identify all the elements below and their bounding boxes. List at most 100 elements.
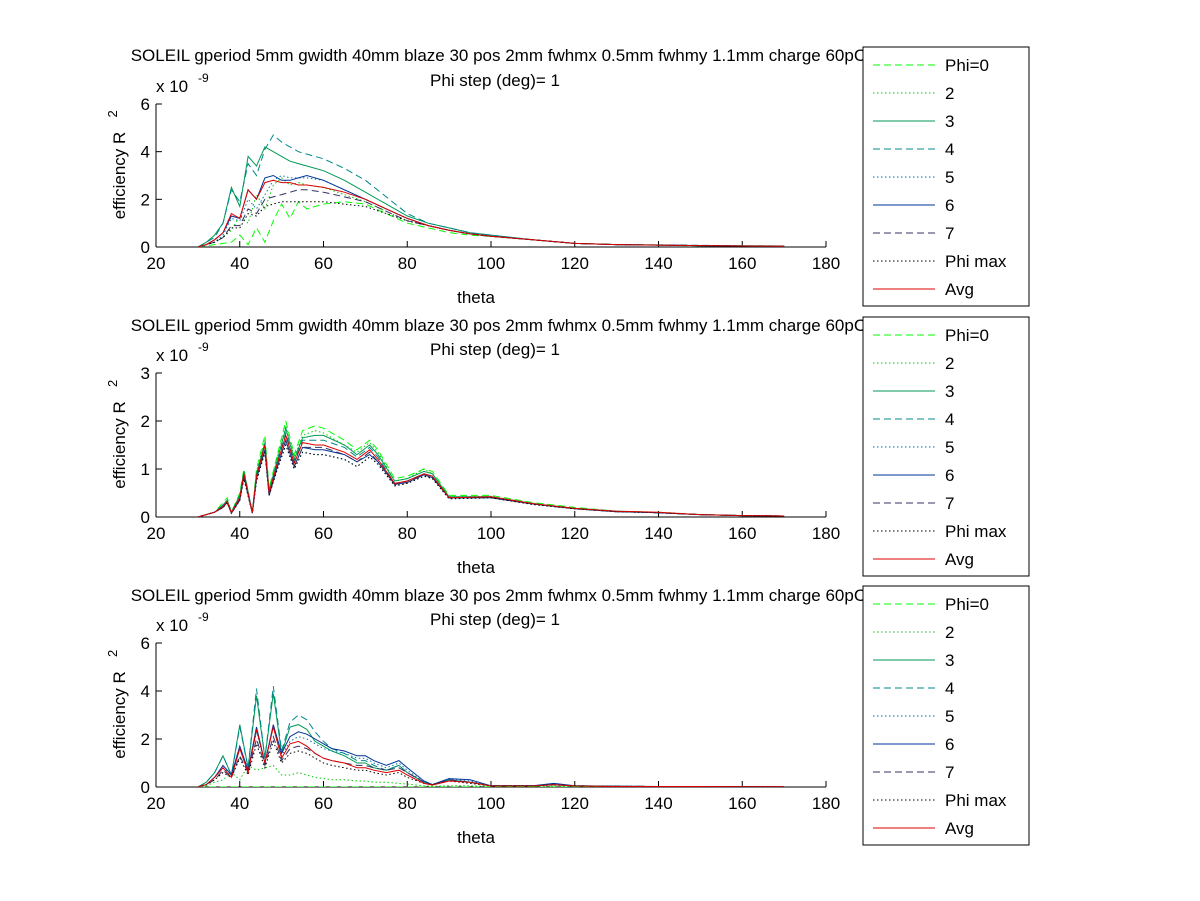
legend-label: 5 bbox=[945, 707, 954, 726]
y-tick-label: 4 bbox=[141, 143, 150, 162]
legend: Phi=0 2 3 4 5 6 7 Phi max Avg bbox=[862, 585, 1030, 846]
x-tick-label: 120 bbox=[561, 524, 589, 543]
y-exponent-power: -9 bbox=[198, 610, 209, 624]
legend-box bbox=[862, 585, 1030, 846]
y-exponent-base: x 10 bbox=[156, 616, 188, 635]
y-tick-label: 6 bbox=[141, 95, 150, 114]
chart-subtitle: Phi step (deg)= 1 bbox=[430, 340, 560, 359]
x-tick-label: 40 bbox=[230, 254, 249, 273]
chart-panel-1: SOLEIL gperiod 5mm gwidth 40mm blaze 30 … bbox=[105, 46, 1030, 307]
series-group bbox=[197, 134, 785, 247]
legend: Phi=0 2 3 4 5 6 7 Phi max Avg bbox=[862, 46, 1030, 307]
legend-label: 7 bbox=[945, 763, 954, 782]
y-axis-label-superscript: 2 bbox=[105, 380, 120, 387]
x-tick-label: 100 bbox=[477, 524, 505, 543]
series-line-6 bbox=[197, 438, 785, 517]
legend-label: Phi=0 bbox=[945, 326, 989, 345]
chart-subtitle: Phi step (deg)= 1 bbox=[430, 610, 560, 629]
series-line-4 bbox=[197, 686, 785, 787]
x-tick-label: 100 bbox=[477, 794, 505, 813]
x-tick-label: 60 bbox=[314, 254, 333, 273]
y-axis-label-superscript: 2 bbox=[105, 110, 120, 117]
x-tick-label: 80 bbox=[398, 794, 417, 813]
legend-label: 6 bbox=[945, 196, 954, 215]
chart-title: SOLEIL gperiod 5mm gwidth 40mm blaze 30 … bbox=[131, 586, 950, 605]
y-tick-label: 0 bbox=[141, 778, 150, 797]
x-tick-label: 80 bbox=[398, 524, 417, 543]
series-line-3 bbox=[197, 146, 785, 247]
x-tick-label: 20 bbox=[147, 794, 166, 813]
x-tick-label: 160 bbox=[728, 254, 756, 273]
x-tick-label: 180 bbox=[812, 254, 840, 273]
series-line-phi-max bbox=[197, 739, 785, 787]
y-axis-label: efficiency R bbox=[110, 401, 129, 489]
y-tick-label: 2 bbox=[141, 190, 150, 209]
legend-label: 4 bbox=[945, 679, 954, 698]
series-line-phi-max bbox=[197, 443, 785, 517]
y-axis-label: efficiency R bbox=[110, 671, 129, 759]
x-tick-label: 160 bbox=[728, 524, 756, 543]
legend-box bbox=[862, 316, 1030, 577]
y-tick-label: 0 bbox=[141, 508, 150, 527]
series-line-5 bbox=[197, 443, 785, 517]
legend-label: 3 bbox=[945, 112, 954, 131]
x-tick-label: 140 bbox=[644, 524, 672, 543]
legend-label: Avg bbox=[945, 819, 974, 838]
legend-label: Avg bbox=[945, 550, 974, 569]
chart-panel-3: SOLEIL gperiod 5mm gwidth 40mm blaze 30 … bbox=[105, 585, 1030, 847]
legend-label: 2 bbox=[945, 623, 954, 642]
y-tick-label: 2 bbox=[141, 730, 150, 749]
chart-panel-2: SOLEIL gperiod 5mm gwidth 40mm blaze 30 … bbox=[105, 316, 1030, 577]
x-tick-label: 180 bbox=[812, 794, 840, 813]
x-tick-label: 60 bbox=[314, 794, 333, 813]
x-tick-label: 80 bbox=[398, 254, 417, 273]
legend-label: 6 bbox=[945, 735, 954, 754]
legend-label: 5 bbox=[945, 438, 954, 457]
legend-label: 7 bbox=[945, 224, 954, 243]
legend-label: 3 bbox=[945, 382, 954, 401]
chart-title: SOLEIL gperiod 5mm gwidth 40mm blaze 30 … bbox=[131, 316, 950, 335]
y-tick-label: 2 bbox=[141, 412, 150, 431]
y-exponent-power: -9 bbox=[198, 71, 209, 85]
series-line-7 bbox=[197, 438, 785, 517]
legend-label: 3 bbox=[945, 651, 954, 670]
x-tick-label: 120 bbox=[561, 254, 589, 273]
legend-label: Phi=0 bbox=[945, 56, 989, 75]
x-tick-label: 60 bbox=[314, 524, 333, 543]
x-tick-label: 20 bbox=[147, 524, 166, 543]
series-line-7 bbox=[197, 189, 785, 247]
legend-label: Phi=0 bbox=[945, 595, 989, 614]
y-exponent-base: x 10 bbox=[156, 77, 188, 96]
legend-label: Avg bbox=[945, 280, 974, 299]
legend-label: Phi max bbox=[945, 252, 1007, 271]
x-tick-label: 100 bbox=[477, 254, 505, 273]
x-axis-label: theta bbox=[457, 558, 495, 577]
x-tick-label: 20 bbox=[147, 254, 166, 273]
x-tick-label: 120 bbox=[561, 794, 589, 813]
series-line-avg bbox=[197, 179, 785, 247]
x-tick-label: 180 bbox=[812, 524, 840, 543]
x-axis-label: theta bbox=[457, 828, 495, 847]
legend-label: 4 bbox=[945, 140, 954, 159]
series-line-4 bbox=[197, 134, 785, 247]
y-tick-label: 0 bbox=[141, 238, 150, 257]
x-tick-label: 140 bbox=[644, 254, 672, 273]
chart-title: SOLEIL gperiod 5mm gwidth 40mm blaze 30 … bbox=[131, 46, 950, 65]
legend-label: Phi max bbox=[945, 522, 1007, 541]
x-tick-label: 40 bbox=[230, 794, 249, 813]
y-tick-label: 6 bbox=[141, 634, 150, 653]
legend-label: Phi max bbox=[945, 791, 1007, 810]
y-exponent-base: x 10 bbox=[156, 346, 188, 365]
legend-label: 2 bbox=[945, 354, 954, 373]
legend: Phi=0 2 3 4 5 6 7 Phi max Avg bbox=[862, 316, 1030, 577]
series-line-3 bbox=[197, 693, 785, 787]
x-tick-label: 40 bbox=[230, 524, 249, 543]
y-axis-label-group: efficiency R 2 bbox=[105, 650, 129, 759]
legend-label: 4 bbox=[945, 410, 954, 429]
y-axis-label-group: efficiency R 2 bbox=[105, 380, 129, 489]
series-line-phi-0 bbox=[197, 200, 785, 247]
series-line-6 bbox=[197, 724, 785, 787]
series-line-phi-max bbox=[197, 201, 785, 247]
legend-label: 5 bbox=[945, 168, 954, 187]
